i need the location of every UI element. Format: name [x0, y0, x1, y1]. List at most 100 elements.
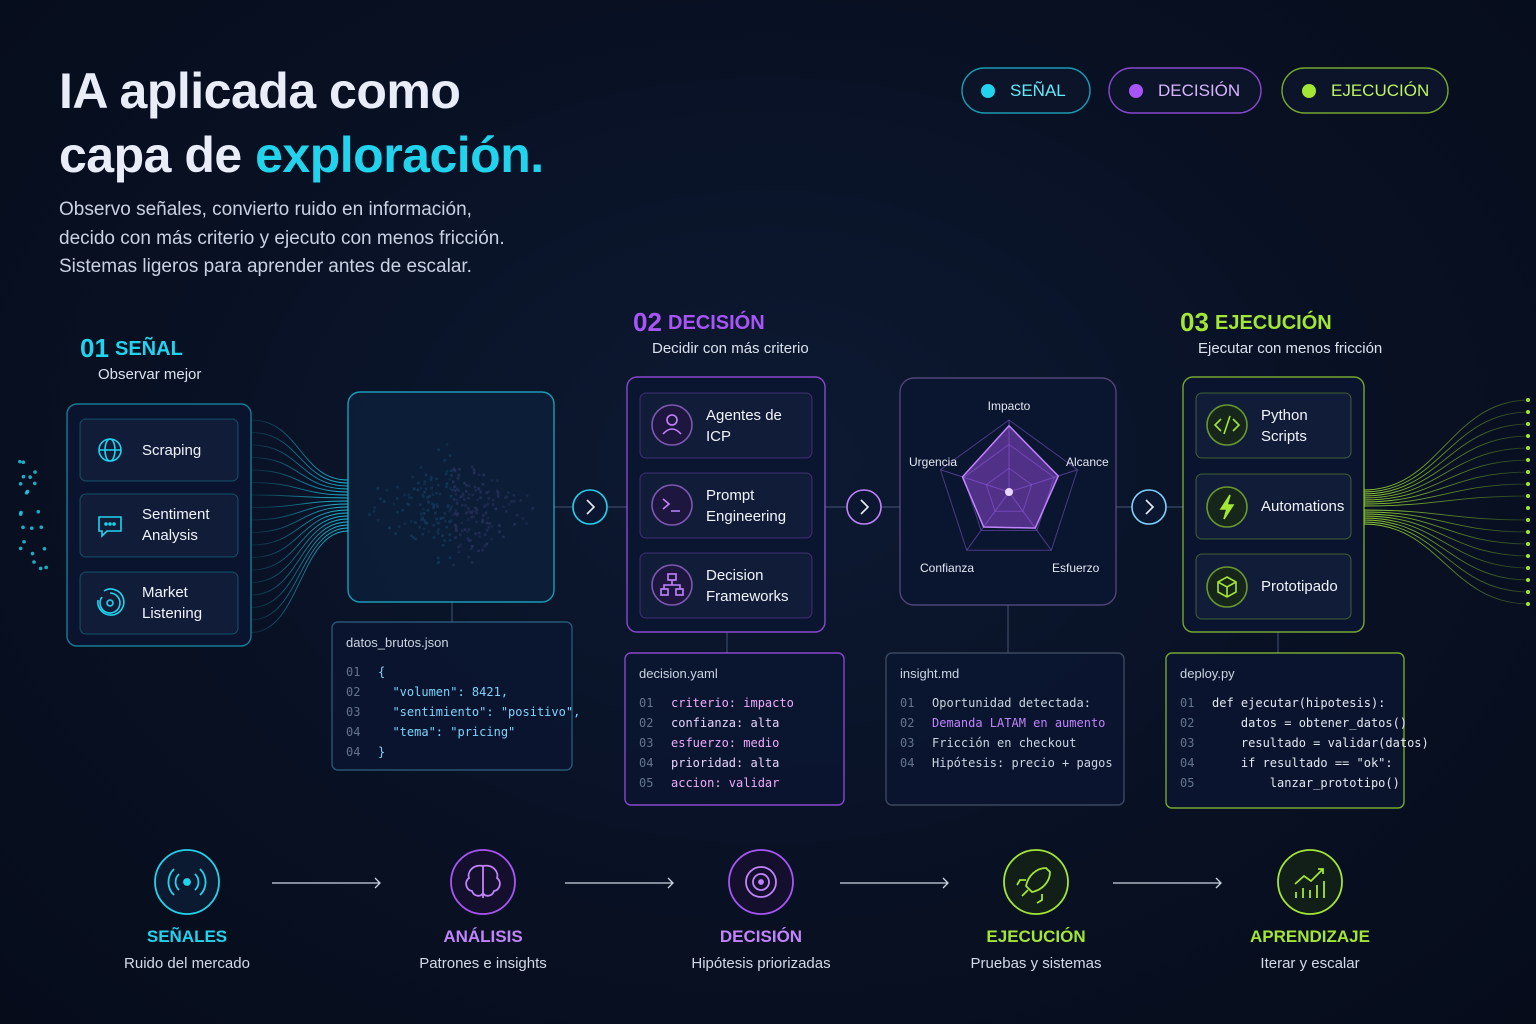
flow-dot: [1526, 410, 1530, 414]
flow-line: [1363, 521, 1531, 593]
code-line: lanzar_prototipo(): [1212, 776, 1400, 790]
flow-line: [250, 494, 349, 499]
flow-line: [1363, 447, 1531, 499]
legend-label: DECISIÓN: [1158, 81, 1241, 100]
flow-line: [1363, 471, 1531, 503]
card-label: Python Scripts: [1261, 406, 1308, 445]
side-dot: [38, 566, 43, 571]
radar-grid: [985, 467, 1033, 512]
line-number: 04: [639, 756, 654, 770]
connectors: [451, 506, 1279, 653]
code-line: prioridad: alta: [671, 756, 780, 770]
code-line: Demanda LATAM en aumento: [932, 716, 1106, 730]
flow-line: [1363, 513, 1531, 545]
flow-dot: [1526, 542, 1530, 546]
panel-file: decision.yaml: [639, 666, 718, 681]
subtitle-line: decido con más criterio y ejecuto con me…: [59, 227, 505, 249]
flow-line: [1363, 495, 1531, 507]
side-dot: [28, 475, 32, 479]
side-dot: [18, 459, 22, 464]
line-number: 04: [346, 745, 361, 759]
side-dot: [42, 546, 47, 551]
flow-arrows: [272, 877, 1222, 889]
flow-title: DECISIÓN: [719, 927, 803, 946]
code-line: confianza: alta: [671, 716, 780, 730]
line-number: 05: [1180, 776, 1195, 790]
flow-line: [250, 521, 349, 596]
flow-dot: [1526, 446, 1530, 450]
code-line: Fricción en checkout: [932, 736, 1077, 750]
line-number: 02: [346, 685, 361, 699]
line-number: 03: [639, 736, 654, 750]
flow-dot: [1526, 590, 1530, 594]
stage-caption: Ejecutar con menos fricción: [1198, 340, 1383, 357]
radar-axis: [1008, 469, 1078, 493]
code-line: Oportunidad detectada:: [932, 696, 1091, 710]
side-dot: [18, 482, 23, 486]
radar-shape: [961, 424, 1060, 529]
flow-dot: [1526, 494, 1530, 498]
flow-dot: [1526, 566, 1530, 570]
flow-line: [1363, 519, 1531, 581]
side-dot: [32, 481, 37, 486]
line-number: 01: [900, 696, 915, 710]
card-label: Sentiment Analysis: [142, 506, 210, 544]
code-line: }: [378, 745, 386, 759]
flow-dot: [1526, 458, 1530, 462]
flow-line: [250, 500, 349, 508]
flow-line: [250, 512, 349, 558]
radar-axis: [1008, 491, 1052, 551]
radar: [939, 419, 1079, 551]
flow-dot: [1526, 518, 1530, 522]
line-number: 04: [900, 756, 915, 770]
line-number: 02: [639, 716, 654, 730]
panel-file: insight.md: [900, 666, 960, 681]
side-dot: [21, 525, 25, 530]
panel-file: deploy.py: [1180, 666, 1235, 681]
title-line: IA aplicada como: [59, 63, 461, 119]
card-label: Prompt Engineering: [706, 486, 787, 525]
flow-dot: [1526, 506, 1530, 510]
flow-icons: [154, 849, 1343, 915]
legend-pills: [961, 67, 1449, 114]
side-dot: [36, 509, 41, 514]
title-line: capa de exploración.: [59, 126, 544, 184]
code-line: def ejecutar(hipotesis):: [1212, 696, 1386, 710]
legend-label: SEÑAL: [1010, 81, 1066, 100]
stage-caption: Decidir con más criterio: [652, 340, 809, 357]
flow-line: [1363, 517, 1531, 569]
side-dot: [44, 565, 48, 570]
card-label: Prototipado: [1261, 578, 1338, 595]
flow-title: ANÁLISIS: [443, 927, 523, 946]
flow-lines: [18, 398, 1531, 633]
code-line: datos = obtener_datos(): [1212, 716, 1408, 730]
radar-axis: [940, 469, 1010, 493]
panel-file: datos_brutos.json: [346, 635, 449, 650]
card-label: Market Listening: [142, 584, 203, 622]
stage-name: SEÑAL: [115, 338, 183, 360]
flow-line: [250, 506, 349, 533]
title-text: capa de: [59, 127, 242, 183]
flow-line: [250, 482, 349, 496]
side-dot: [21, 460, 26, 465]
flow-caption: Iterar y escalar: [1260, 955, 1360, 972]
flow-line: [1363, 423, 1531, 495]
flow-dot: [1526, 434, 1530, 438]
flow-line: [1363, 411, 1531, 493]
card-label: Scraping: [142, 441, 202, 459]
side-dot: [22, 539, 26, 544]
side-dot: [32, 560, 36, 564]
code-line: accion: validar: [671, 776, 780, 790]
code-line: {: [378, 665, 386, 679]
flow-line: [250, 432, 349, 484]
stage-caption: Observar mejor: [98, 366, 202, 383]
subtitle-line: Sistemas ligeros para aprender antes de …: [59, 256, 472, 277]
flow-line: [1363, 459, 1531, 501]
line-number: 01: [346, 665, 361, 679]
line-number: 03: [1180, 736, 1195, 750]
flow-caption: Hipótesis priorizadas: [691, 955, 831, 972]
radar-label: Urgencia: [909, 455, 958, 469]
title-highlight: exploración.: [255, 127, 544, 183]
card-label: Agentes de ICP: [706, 406, 782, 445]
